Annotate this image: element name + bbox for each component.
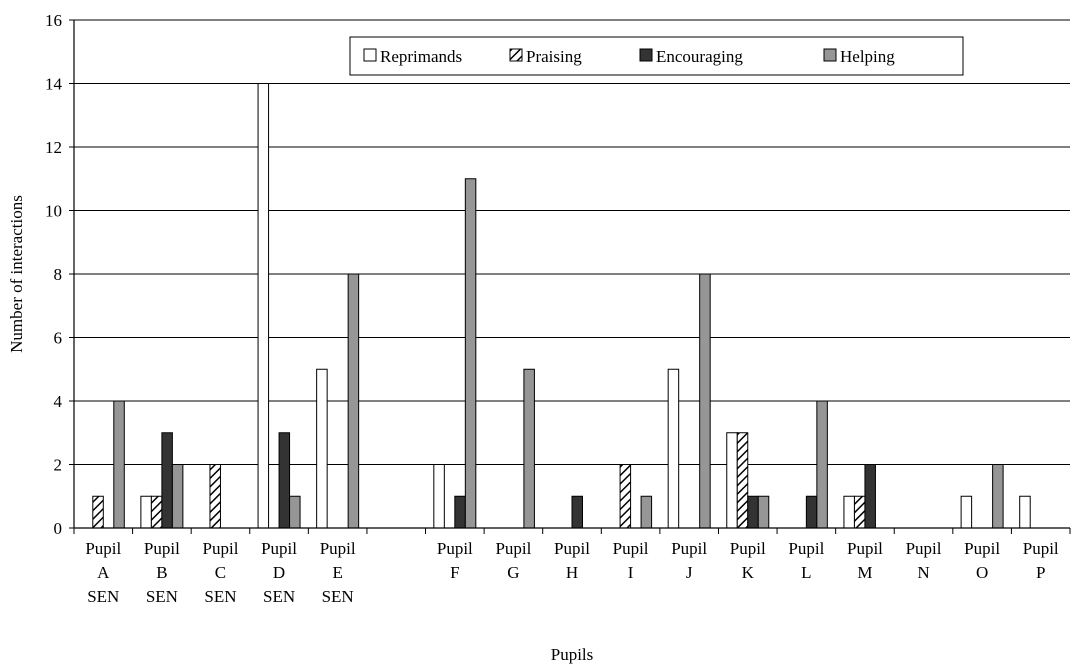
legend-label-encouraging: Encouraging bbox=[656, 47, 743, 66]
bar-reprimands-4 bbox=[316, 368, 328, 529]
x-category-label: F bbox=[450, 563, 459, 582]
bar-helping-6 bbox=[464, 178, 477, 529]
x-axis-title: Pupils bbox=[551, 645, 594, 664]
legend-label-praising: Praising bbox=[526, 47, 582, 66]
bar-helping-1 bbox=[171, 464, 184, 529]
x-category-label: J bbox=[686, 563, 693, 582]
bar-reprimands-6 bbox=[433, 464, 445, 529]
y-tick-label: 14 bbox=[45, 75, 63, 94]
x-category-label: Pupil bbox=[847, 539, 883, 558]
bar-helping-3 bbox=[289, 495, 301, 529]
x-category-label: A bbox=[97, 563, 110, 582]
x-category-label: H bbox=[566, 563, 578, 582]
y-tick-label: 12 bbox=[45, 138, 62, 157]
x-category-label: I bbox=[628, 563, 634, 582]
bar-helping-4 bbox=[347, 273, 360, 529]
legend-box bbox=[349, 36, 964, 76]
legend-label-reprimands: Reprimands bbox=[380, 47, 462, 66]
bar-encouraging-13 bbox=[864, 464, 876, 529]
x-category-label: Pupil bbox=[1023, 539, 1059, 558]
x-category-label: K bbox=[742, 563, 755, 582]
bar-reprimands-10 bbox=[667, 368, 680, 529]
x-category-label: L bbox=[801, 563, 811, 582]
bar-encouraging-12 bbox=[805, 495, 818, 529]
gridlines bbox=[74, 19, 1070, 465]
x-category-label: Pupil bbox=[144, 539, 180, 558]
x-category-label: Pupil bbox=[788, 539, 824, 558]
bar-reprimands-1 bbox=[140, 495, 152, 529]
x-category-label: Pupil bbox=[320, 539, 356, 558]
x-category-label: P bbox=[1036, 563, 1045, 582]
x-category-label: E bbox=[332, 563, 342, 582]
x-category-label: N bbox=[917, 563, 929, 582]
y-tick-label: 8 bbox=[54, 265, 63, 284]
bar-helping-10 bbox=[699, 273, 711, 529]
x-category-label: Pupil bbox=[261, 539, 297, 558]
bar-helping-9 bbox=[640, 495, 653, 529]
legend-swatch-praising bbox=[509, 48, 523, 62]
x-category-label: O bbox=[976, 563, 988, 582]
bar-reprimands-15 bbox=[960, 495, 973, 529]
bar-praising-0 bbox=[92, 495, 104, 529]
x-category-label: Pupil bbox=[964, 539, 1000, 558]
x-category-label: SEN bbox=[322, 587, 354, 606]
x-category-label: Pupil bbox=[613, 539, 649, 558]
y-tick-label: 6 bbox=[54, 329, 63, 348]
x-category-label: SEN bbox=[87, 587, 119, 606]
bar-praising-11 bbox=[736, 432, 749, 529]
x-category-label: Pupil bbox=[730, 539, 766, 558]
y-tick-label: 16 bbox=[45, 11, 62, 30]
bar-helping-11 bbox=[757, 495, 770, 529]
bar-reprimands-13 bbox=[843, 495, 855, 529]
x-category-label: SEN bbox=[263, 587, 295, 606]
y-tick-label: 0 bbox=[54, 519, 63, 538]
x-category-label: Pupil bbox=[203, 539, 239, 558]
legend: Reprimands Praising Encouraging Helping bbox=[349, 36, 964, 76]
y-axis-title: Number of interactions bbox=[7, 195, 26, 353]
bar-praising-1 bbox=[150, 495, 163, 529]
bar-helping-7 bbox=[523, 368, 535, 529]
x-category-label: B bbox=[156, 563, 167, 582]
bar-encouraging-3 bbox=[278, 432, 291, 529]
y-tick-label: 10 bbox=[45, 202, 62, 221]
bar-encouraging-11 bbox=[747, 495, 759, 529]
x-category-label: D bbox=[273, 563, 285, 582]
x-category-label: C bbox=[215, 563, 226, 582]
bars bbox=[92, 83, 1031, 529]
bar-reprimands-3 bbox=[257, 83, 270, 529]
bar-encouraging-1 bbox=[161, 432, 173, 529]
x-category-label: SEN bbox=[146, 587, 178, 606]
bar-reprimands-11 bbox=[726, 432, 738, 529]
bar-helping-12 bbox=[816, 400, 828, 529]
legend-swatch-reprimands bbox=[363, 48, 377, 62]
x-category-label: Pupil bbox=[495, 539, 531, 558]
legend-swatch-helping bbox=[823, 48, 837, 62]
legend-swatch-encouraging bbox=[639, 48, 653, 62]
bar-praising-2 bbox=[209, 464, 221, 529]
bar-praising-13 bbox=[853, 495, 866, 529]
legend-label-helping: Helping bbox=[840, 47, 895, 66]
bar-praising-9 bbox=[619, 464, 632, 529]
category-labels: Pupil A SEN Pupil B SEN Pupil C SEN Pupil D SEN Pupi… bbox=[85, 539, 1059, 606]
x-category-label: Pupil bbox=[906, 539, 942, 558]
bar-reprimands-16 bbox=[1019, 495, 1031, 529]
x-category-label: Pupil bbox=[671, 539, 707, 558]
bar-helping-15 bbox=[992, 464, 1004, 529]
bar-encouraging-6 bbox=[454, 495, 466, 529]
bar-helping-0 bbox=[113, 400, 125, 529]
x-category-label: SEN bbox=[204, 587, 236, 606]
x-category-label: Pupil bbox=[437, 539, 473, 558]
axes bbox=[73, 20, 1071, 534]
x-category-label: M bbox=[857, 563, 872, 582]
y-tick-label: 4 bbox=[54, 392, 63, 411]
x-category-label: Pupil bbox=[85, 539, 121, 558]
x-category-label: G bbox=[507, 563, 519, 582]
y-tick-label: 2 bbox=[54, 456, 63, 475]
y-ticks: 0 2 4 6 8 10 12 14 16 bbox=[45, 11, 74, 538]
bar-encouraging-8 bbox=[571, 495, 583, 529]
x-category-label: Pupil bbox=[554, 539, 590, 558]
